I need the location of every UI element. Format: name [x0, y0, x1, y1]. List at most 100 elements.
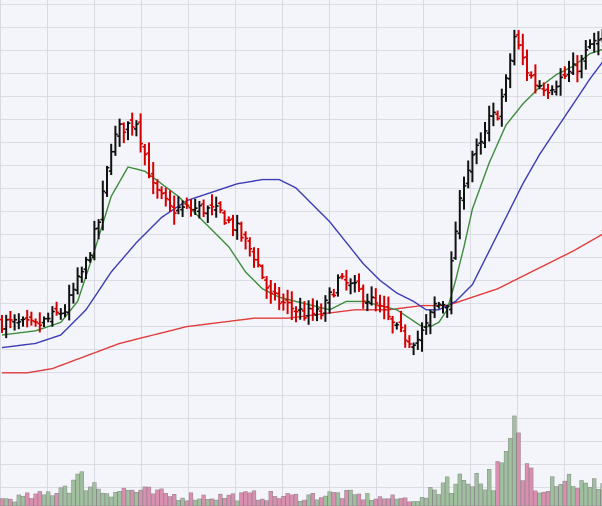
volume-bar — [369, 500, 374, 506]
volume-bar — [331, 492, 336, 506]
volume-bar — [4, 498, 9, 506]
volume-bar — [319, 497, 324, 506]
volume-bar — [167, 496, 173, 506]
volume-bar — [340, 498, 345, 506]
volume-bar — [583, 482, 588, 506]
volume-bar — [264, 500, 269, 506]
volume-bar — [323, 495, 328, 506]
volume-bar — [134, 492, 139, 506]
volume-bar — [142, 486, 147, 506]
volume-bar — [520, 480, 525, 506]
volume-bar — [109, 496, 114, 506]
volume-bar — [71, 479, 76, 506]
volume-bar — [571, 486, 576, 506]
volume-bar — [415, 501, 420, 506]
volume-bar — [201, 494, 206, 506]
volume-bar — [176, 500, 181, 506]
volume-bar — [125, 489, 131, 506]
volume-bar — [193, 499, 198, 506]
volume-bar — [503, 451, 509, 506]
volume-bar — [545, 491, 551, 506]
volume-bar — [348, 489, 353, 506]
volume-bar — [382, 498, 387, 506]
volume-bar — [314, 499, 320, 506]
volume-bar — [197, 498, 202, 506]
volume-bar — [205, 499, 210, 506]
volume-bar — [8, 498, 13, 506]
volume-bar — [88, 486, 93, 506]
volume-bar — [508, 438, 513, 506]
volume-bar — [260, 498, 265, 506]
volume-bar — [155, 489, 160, 506]
volume-bar — [285, 493, 290, 506]
moving-average-mid-line — [1, 57, 602, 349]
volume-bar — [29, 498, 34, 506]
volume-bar — [365, 493, 370, 506]
volume-bar — [302, 499, 307, 506]
volume-bar — [293, 493, 299, 506]
volume-bar — [67, 492, 72, 506]
volume-bar — [16, 494, 21, 506]
volume-bar — [121, 487, 126, 506]
volume-bar — [243, 491, 248, 506]
volume-bar — [184, 500, 189, 506]
volume-bar — [172, 494, 177, 506]
volume-bar — [466, 483, 471, 506]
volume-bar — [214, 499, 219, 506]
volume-bar — [310, 492, 315, 506]
volume-bar — [222, 498, 227, 506]
volume-bar — [428, 487, 433, 506]
volume-bar — [239, 492, 244, 506]
volume-bar — [100, 492, 105, 506]
volume-bar — [541, 491, 546, 506]
volume-bar — [449, 492, 454, 506]
volume-bar — [491, 490, 496, 506]
volume-bar — [247, 492, 252, 506]
volume-bar — [256, 499, 261, 506]
volume-bar — [436, 494, 441, 506]
volume-bar — [209, 498, 215, 506]
volume-bar — [398, 498, 404, 506]
volume-bar — [478, 483, 483, 506]
volume-bar — [117, 491, 122, 506]
volume-bar — [20, 495, 26, 506]
volume-bar — [474, 472, 479, 506]
volume-bar — [361, 499, 366, 506]
volume-bar — [550, 476, 555, 506]
volume-bar — [512, 415, 517, 506]
volume-bar — [289, 494, 294, 506]
volume-bar — [46, 491, 51, 506]
volume-bar — [50, 495, 55, 506]
volume-bar — [12, 501, 17, 506]
volume-bar — [390, 494, 395, 506]
volume-bar — [352, 494, 357, 506]
volume-bar — [327, 491, 332, 506]
volume-bar — [130, 489, 135, 506]
volume-bar — [235, 500, 240, 506]
volume-bar — [159, 488, 164, 506]
volume-bar — [558, 483, 563, 506]
volume-bar — [524, 463, 530, 506]
volume-bar — [138, 489, 143, 506]
volume-bar — [499, 462, 504, 506]
volume-bar — [440, 482, 446, 506]
volume-bar — [272, 496, 278, 506]
volume-bar — [25, 492, 30, 506]
volume-bar — [79, 471, 84, 506]
volume-bar — [554, 486, 559, 506]
volume-bar — [407, 501, 412, 506]
volume-bar — [0, 498, 5, 506]
volume-bar — [600, 483, 602, 506]
volume-bar — [83, 490, 89, 506]
volume-bar — [113, 492, 118, 506]
volume-bar — [461, 480, 467, 506]
volume-bar — [457, 473, 462, 506]
volume-bar — [104, 493, 110, 506]
volume-bar — [432, 489, 437, 506]
volume-bar — [403, 497, 408, 506]
volume-bar — [146, 486, 152, 506]
volume-bar — [268, 490, 273, 506]
